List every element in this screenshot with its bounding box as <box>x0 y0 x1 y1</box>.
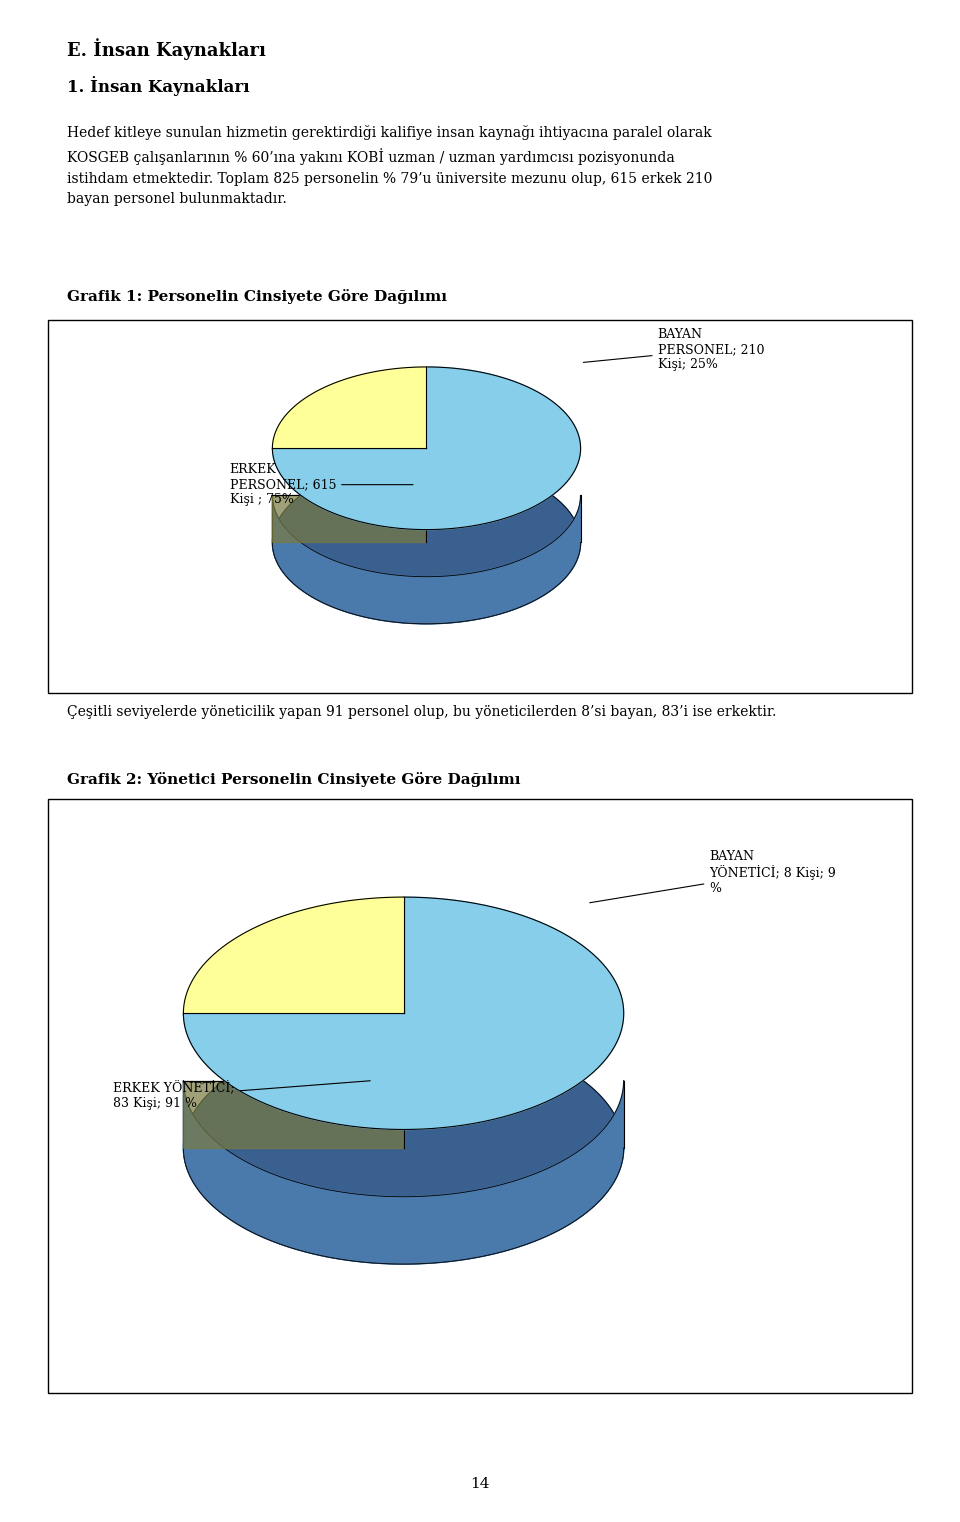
Text: 14: 14 <box>470 1476 490 1492</box>
Text: BAYAN
PERSONEL; 210
Kişi; 25%: BAYAN PERSONEL; 210 Kişi; 25% <box>584 329 764 371</box>
Polygon shape <box>273 461 581 624</box>
Polygon shape <box>273 367 581 530</box>
Polygon shape <box>273 495 581 624</box>
Text: BAYAN
YÖNETİCİ; 8 Kişi; 9
%: BAYAN YÖNETİCİ; 8 Kişi; 9 % <box>589 849 836 903</box>
Text: Grafik 1: Personelin Cinsiyete Göre Dağılımı: Grafik 1: Personelin Cinsiyete Göre Dağı… <box>67 289 447 304</box>
Text: Hedef kitleye sunulan hizmetin gerektirdiği kalifiye insan kaynağı ihtiyacına pa: Hedef kitleye sunulan hizmetin gerektird… <box>67 125 712 205</box>
Polygon shape <box>273 367 426 449</box>
Polygon shape <box>183 896 403 1014</box>
Polygon shape <box>183 896 624 1129</box>
Polygon shape <box>273 495 426 542</box>
Polygon shape <box>183 1081 624 1263</box>
Text: ERKEK
PERSONEL; 615
Kişi ; 75%: ERKEK PERSONEL; 615 Kişi ; 75% <box>229 463 413 507</box>
Text: Grafik 2: Yönetici Personelin Cinsiyete Göre Dağılımı: Grafik 2: Yönetici Personelin Cinsiyete … <box>67 772 520 787</box>
Polygon shape <box>183 1081 403 1148</box>
Text: E. İnsan Kaynakları: E. İnsan Kaynakları <box>67 38 266 59</box>
Text: 1. İnsan Kaynakları: 1. İnsan Kaynakları <box>67 76 250 96</box>
Text: ERKEK YÖNETİCİ;
83 Kişi; 91 %: ERKEK YÖNETİCİ; 83 Kişi; 91 % <box>113 1081 371 1110</box>
Polygon shape <box>183 1032 624 1263</box>
Text: Çeşitli seviyelerde yöneticilik yapan 91 personel olup, bu yöneticilerden 8’si b: Çeşitli seviyelerde yöneticilik yapan 91… <box>67 705 777 718</box>
